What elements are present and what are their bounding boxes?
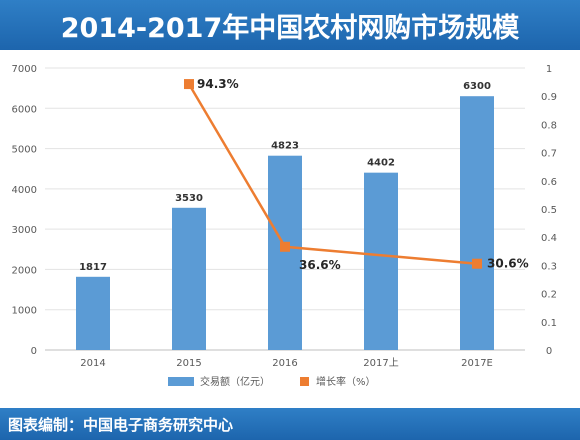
legend-label-line: 增长率（%） [316,375,376,388]
footer-bar: 图表编制：中国电子商务研究中心 [0,408,580,440]
right-axis-tick-label: 0 [546,346,552,357]
bar-2017上 [364,172,398,350]
legend-label-bar: 交易额（亿元） [200,375,270,388]
right-axis-tick-label: 0.7 [541,149,557,160]
left-axis-tick-label: 7000 [12,64,37,75]
left-axis-tick-label: 0 [31,346,37,357]
right-axis-tick-label: 0.1 [541,318,557,329]
chart-title: 2014-2017年中国农村网购市场规模 [60,12,520,44]
x-axis-tick-label: 2015 [176,358,201,369]
legend-swatch-line [300,377,309,386]
growth-rate-label: 36.6% [299,258,341,272]
bar-value-label: 3530 [175,193,203,204]
legend-swatch-bar [168,377,194,386]
right-axis-tick-label: 0.9 [541,92,557,103]
x-axis-tick-label: 2016 [272,358,297,369]
right-axis-tick-label: 1 [546,64,552,75]
bar-2016 [268,155,302,350]
bar-2017E [460,96,494,350]
bar-2014 [76,276,110,350]
growth-rate-line [187,83,478,265]
right-axis-tick-label: 0.6 [541,177,557,188]
growth-rate-label: 30.6% [487,257,529,271]
left-axis-tick-label: 3000 [12,225,37,236]
chart-area: 0 1000 2000 3000 4000 5000 6000 7000 0 0.1 0.2 0.3 0… [0,50,580,408]
bar-value-label: 4823 [271,141,299,152]
left-axis-tick-label: 2000 [12,265,37,276]
growth-rate-marker [280,241,290,252]
right-axis-tick-label: 0.2 [541,290,557,301]
bar-value-label: 6300 [463,81,491,92]
bar-2015 [172,207,206,350]
x-axis-tick-label: 2017上 [363,357,398,369]
title-bar: 2014-2017年中国农村网购市场规模 [0,0,580,50]
right-axis-tick-label: 0.8 [541,120,557,131]
bar-value-label: 4402 [367,158,395,169]
left-axis-tick-label: 6000 [12,104,37,115]
x-axis-tick-label: 2017E [461,358,493,369]
right-axis-tick-label: 0.5 [541,205,557,216]
left-axis-tick-label: 5000 [12,145,37,156]
right-axis-tick-label: 0.4 [541,233,557,244]
left-axis-tick-label: 1000 [12,306,37,317]
growth-rate-marker [472,258,482,269]
right-axis-tick-label: 0.3 [541,261,557,272]
x-axis-tick-label: 2014 [80,358,105,369]
combo-chart: 0 1000 2000 3000 4000 5000 6000 7000 0 0.1 0.2 0.3 0… [12,64,557,388]
bar-value-label: 1817 [79,262,107,273]
growth-rate-label: 94.3% [197,77,239,91]
growth-rate-marker [184,79,194,90]
left-axis-tick-label: 4000 [12,185,37,196]
source-note: 图表编制：中国电子商务研究中心 [8,415,234,434]
